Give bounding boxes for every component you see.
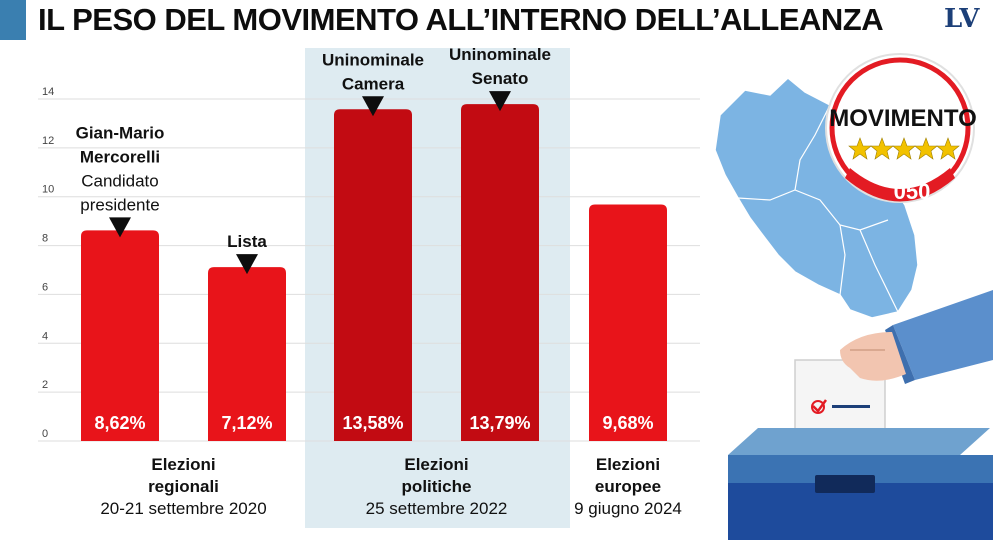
hand-icon (840, 290, 993, 384)
bar (81, 230, 159, 441)
bar (334, 109, 412, 441)
bar (461, 104, 539, 441)
annotation-text: Uninominale (322, 50, 424, 69)
y-tick-label: 10 (42, 184, 54, 196)
annotation-arrow (109, 217, 131, 238)
bar (208, 267, 286, 441)
group-label: politiche (402, 477, 472, 496)
y-tick-label: 2 (42, 379, 48, 391)
annotation-text: Senato (472, 69, 529, 88)
annotation-text: presidente (80, 195, 159, 214)
y-tick-label: 8 (42, 233, 48, 245)
chart-annotations: Gian-Mario Mercorelli Candidato presidente L… (76, 45, 551, 275)
logo-text: MOVIMENTO (829, 105, 977, 132)
group-label: 25 settembre 2022 (366, 499, 508, 518)
chart-bars (81, 104, 667, 441)
illustration: MOVIMENTO 050 (714, 53, 993, 540)
group-label: Elezioni (151, 455, 215, 474)
bar-value-label: 8,62% (94, 413, 145, 433)
region-map-icon (714, 77, 919, 319)
group-label: europee (595, 477, 661, 496)
group-label: 20-21 settembre 2020 (100, 499, 266, 518)
chart-category-labels: Elezioni regionali 20-21 settembre 2020 Ele… (100, 455, 682, 518)
logo-number: 050 (894, 179, 931, 204)
page-title: IL PESO DEL MOVIMENTO ALL’INTERNO DELL’A… (38, 2, 884, 37)
brand-logo: LV (944, 4, 980, 34)
annotation-arrow (362, 96, 384, 117)
group-label: 9 giugno 2024 (574, 499, 682, 518)
bar-value-label: 9,68% (602, 413, 653, 433)
bar-value-label: 7,12% (221, 413, 272, 433)
annotation-text: Lista (227, 232, 267, 251)
bar-value-label: 13,58% (342, 413, 403, 433)
bar-value-label: 13,79% (469, 413, 530, 433)
annotation-arrow (489, 91, 511, 112)
y-tick-label: 14 (42, 86, 54, 98)
y-tick-label: 0 (42, 428, 48, 440)
y-tick-label: 4 (42, 330, 48, 342)
annotation-text: Candidato (81, 171, 159, 190)
annotation-text: Camera (342, 74, 405, 93)
annotation-text: Mercorelli (80, 147, 160, 166)
y-tick-label: 12 (42, 135, 54, 147)
y-tick-label: 6 (42, 281, 48, 293)
ballot-box-icon (728, 359, 993, 540)
chart-bar-labels: 8,62% 7,12% 13,58% 13,79% 9,68% (94, 413, 653, 433)
group-label: Elezioni (596, 455, 660, 474)
annotation-text: Gian-Mario (76, 123, 165, 142)
header-accent (0, 0, 26, 40)
movimento-logo-icon: MOVIMENTO 050 (825, 53, 977, 204)
annotation-text: Uninominale (449, 45, 551, 64)
group-label: Elezioni (404, 455, 468, 474)
bar (589, 204, 667, 441)
group-label: regionali (148, 477, 219, 496)
annotation-arrow (236, 254, 258, 275)
